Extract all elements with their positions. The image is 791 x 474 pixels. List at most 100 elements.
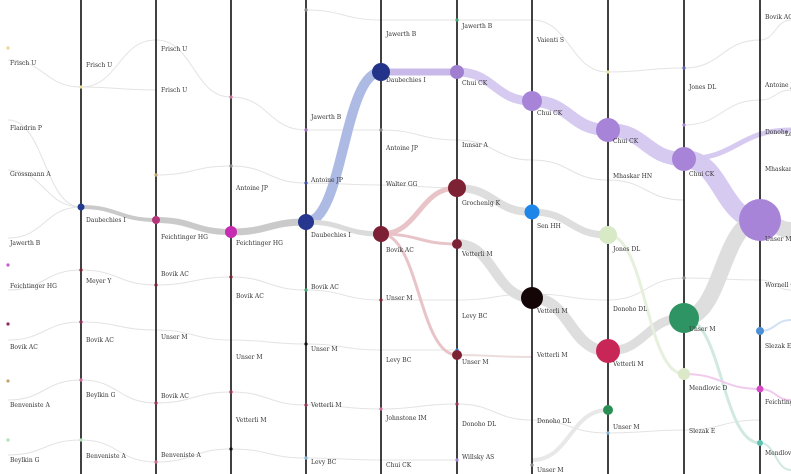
author-label: Unser M bbox=[161, 334, 187, 341]
author-dot bbox=[682, 66, 686, 70]
author-label: Vetterli M bbox=[536, 308, 567, 315]
author-dot bbox=[229, 164, 233, 168]
author-dot bbox=[304, 181, 308, 185]
author-label: Frisch U bbox=[161, 46, 187, 53]
thin-flow bbox=[80, 39, 157, 88]
author-dot bbox=[455, 18, 459, 22]
author-label: Jones DL bbox=[688, 84, 716, 91]
thin-flow bbox=[531, 19, 609, 73]
author-node[interactable] bbox=[452, 239, 462, 249]
flow-band bbox=[305, 219, 382, 237]
author-label: Unser M bbox=[765, 236, 791, 243]
author-label: Donoho DL bbox=[613, 306, 647, 313]
author-node[interactable] bbox=[596, 118, 620, 142]
author-label: Vetterli M bbox=[461, 251, 492, 258]
author-label: Feichtinger HG bbox=[765, 399, 791, 406]
author-node[interactable] bbox=[756, 327, 764, 335]
author-label: Unser M bbox=[236, 354, 262, 361]
author-label: Vetterli M bbox=[310, 402, 341, 409]
thin-flow bbox=[230, 448, 307, 459]
flow-band bbox=[683, 127, 791, 162]
thin-flow bbox=[80, 379, 157, 404]
thin-flow bbox=[607, 67, 685, 73]
author-node[interactable] bbox=[77, 203, 85, 211]
author-node[interactable] bbox=[372, 63, 390, 81]
author-dot bbox=[455, 458, 459, 462]
node-layer bbox=[77, 63, 781, 446]
author-label: Slezak E bbox=[765, 343, 791, 350]
author-node[interactable] bbox=[298, 214, 314, 230]
thin-flow bbox=[7, 439, 82, 456]
author-dot bbox=[79, 85, 83, 89]
author-label: Innsar A bbox=[462, 142, 489, 149]
author-node[interactable] bbox=[225, 226, 237, 238]
author-node[interactable] bbox=[739, 199, 781, 241]
author-node[interactable] bbox=[603, 405, 613, 415]
author-label: Antoine JP bbox=[385, 145, 418, 152]
author-node[interactable] bbox=[669, 303, 699, 333]
author-label: Bovik AC bbox=[161, 393, 189, 400]
flow-band bbox=[380, 185, 458, 237]
author-dot bbox=[379, 407, 383, 411]
author-node[interactable] bbox=[448, 179, 466, 197]
author-label: Grochenig K bbox=[462, 200, 501, 207]
flow-band bbox=[230, 218, 307, 236]
author-dot bbox=[79, 378, 83, 382]
author-node[interactable] bbox=[596, 339, 620, 363]
flow-band bbox=[155, 217, 232, 235]
thin-flow bbox=[305, 457, 382, 461]
author-node[interactable] bbox=[756, 385, 764, 393]
thin-flow bbox=[380, 403, 458, 410]
author-node[interactable] bbox=[152, 216, 160, 224]
author-label: Chui CK bbox=[537, 110, 563, 117]
author-dot bbox=[606, 70, 610, 74]
author-dot bbox=[229, 390, 233, 394]
author-node[interactable] bbox=[524, 204, 540, 220]
thin-flow bbox=[155, 39, 232, 98]
author-label: Bovik AC bbox=[765, 14, 791, 21]
thin-flow bbox=[305, 182, 382, 186]
thin-flow bbox=[7, 206, 82, 239]
author-label: Chui CK bbox=[689, 171, 715, 178]
author-label: Walter GG bbox=[386, 181, 418, 188]
author-label: Benveniste A bbox=[10, 402, 50, 409]
author-label: Sen HH bbox=[537, 223, 561, 230]
thin-flow bbox=[380, 129, 458, 141]
author-label: Vaienti S bbox=[536, 37, 564, 44]
author-node[interactable] bbox=[522, 91, 542, 111]
author-label: Willsky AS bbox=[462, 454, 494, 461]
author-dot bbox=[79, 438, 83, 442]
author-dot bbox=[79, 320, 83, 324]
thin-flow-layer bbox=[7, 9, 791, 463]
thin-flow bbox=[759, 19, 791, 41]
flow-band bbox=[304, 67, 383, 227]
author-dot bbox=[455, 402, 459, 406]
thin-flow bbox=[230, 391, 307, 406]
thin-flow bbox=[305, 289, 382, 301]
author-node[interactable] bbox=[450, 65, 464, 79]
author-label: Antoine JP bbox=[235, 185, 268, 192]
author-label: Daubechies I bbox=[386, 77, 426, 84]
author-node[interactable] bbox=[373, 226, 389, 242]
thin-flow bbox=[230, 96, 307, 131]
author-label: Le bbox=[785, 131, 791, 138]
author-dot bbox=[304, 8, 308, 12]
author-node[interactable] bbox=[757, 440, 763, 446]
flow-band bbox=[531, 208, 609, 239]
flow-band bbox=[683, 373, 761, 390]
author-node[interactable] bbox=[452, 350, 462, 360]
author-node[interactable] bbox=[521, 287, 543, 309]
author-label: Unser M bbox=[386, 295, 412, 302]
author-dot bbox=[229, 447, 233, 451]
thin-flow bbox=[759, 89, 791, 101]
author-node[interactable] bbox=[599, 226, 617, 244]
author-dot bbox=[154, 283, 158, 287]
author-label: Bovik AC bbox=[86, 337, 114, 344]
author-label: Vetterli M bbox=[235, 417, 266, 424]
author-node[interactable] bbox=[678, 368, 690, 380]
author-node[interactable] bbox=[672, 147, 696, 171]
thin-flow bbox=[155, 329, 232, 341]
author-dot bbox=[154, 460, 158, 464]
thin-flow bbox=[305, 9, 382, 21]
